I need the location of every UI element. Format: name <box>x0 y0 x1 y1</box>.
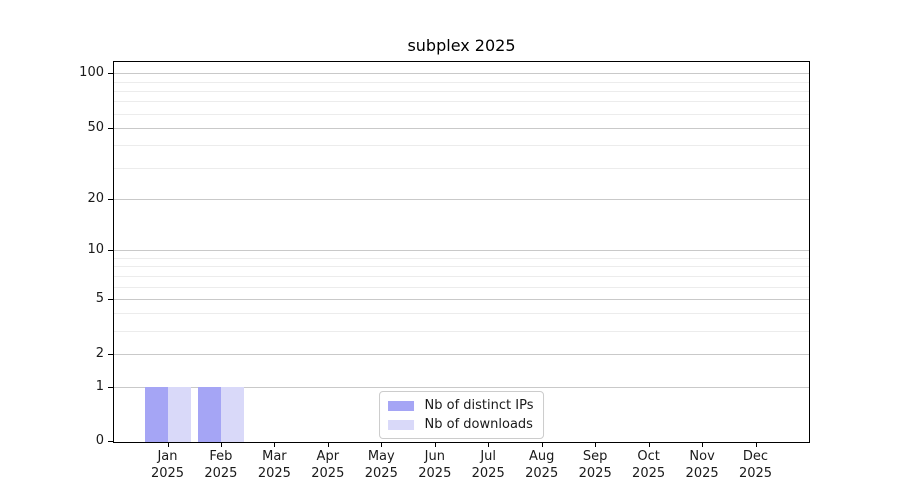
x-tick-label-jun: Jun 2025 <box>403 448 467 482</box>
x-tick-label-apr: Apr 2025 <box>296 448 360 482</box>
x-tick-label-month: Oct <box>637 449 660 464</box>
y-tick-label: 10 <box>87 242 104 258</box>
y-axis-tick <box>108 354 113 356</box>
gridline-major <box>114 127 809 129</box>
chart-title: subplex 2025 <box>407 36 516 55</box>
legend: Nb of distinct IPs Nb of downloads <box>378 391 545 439</box>
x-tick-label-month: May <box>367 449 395 464</box>
legend-swatch-nb-of-downloads <box>387 419 414 430</box>
x-tick-label-feb: Feb 2025 <box>189 448 253 482</box>
x-tick-label-year: 2025 <box>578 466 612 481</box>
gridline-major <box>114 298 809 300</box>
gridline-minor <box>114 90 809 92</box>
x-tick-label-year: 2025 <box>311 466 345 481</box>
y-axis-tick <box>108 298 113 300</box>
gridline-minor <box>114 331 809 333</box>
x-tick-label-year: 2025 <box>204 466 238 481</box>
x-tick-label-mar: Mar 2025 <box>242 448 306 482</box>
y-axis-tick <box>108 127 113 129</box>
y-tick-label: 50 <box>87 119 104 135</box>
gridline-minor <box>114 145 809 147</box>
bar-nb-of-distinct-ips-feb-2025 <box>197 386 221 442</box>
x-axis-tick <box>434 443 436 447</box>
legend-entry-nb-of-downloads: Nb of downloads <box>387 417 534 432</box>
y-tick-label: 20 <box>87 190 104 206</box>
x-tick-label-nov: Nov 2025 <box>670 448 734 482</box>
gridline-major <box>114 386 809 388</box>
x-tick-label-month: Apr <box>316 449 340 464</box>
x-tick-label-year: 2025 <box>257 466 291 481</box>
y-tick-label: 0 <box>95 433 104 448</box>
y-tick-label: 5 <box>95 290 104 306</box>
x-tick-label-sep: Sep 2025 <box>563 448 627 482</box>
x-tick-label-year: 2025 <box>525 466 559 481</box>
bar-nb-of-downloads-jan-2025 <box>167 386 191 442</box>
x-tick-label-dec: Dec 2025 <box>724 448 788 482</box>
y-tick-label: 100 <box>79 65 104 81</box>
x-tick-label-month: Aug <box>528 449 555 464</box>
x-tick-label-month: Nov <box>689 449 715 464</box>
x-tick-label-aug: Aug 2025 <box>510 448 574 482</box>
x-tick-label-jul: Jul 2025 <box>456 448 520 482</box>
legend-swatch-nb-of-distinct-ips <box>387 400 414 411</box>
x-axis-tick <box>274 443 276 447</box>
x-axis-tick <box>541 443 543 447</box>
gridline-minor <box>114 81 809 83</box>
legend-entry-nb-of-distinct-ips: Nb of distinct IPs <box>387 398 534 413</box>
y-tick-label: 1 <box>95 378 104 394</box>
x-axis-tick <box>488 443 490 447</box>
gridline-minor <box>114 275 809 277</box>
y-axis-tick <box>108 73 113 75</box>
x-tick-label-month: Jan <box>157 449 178 464</box>
legend-label-nb-of-downloads: Nb of downloads <box>424 417 533 432</box>
x-axis-tick <box>167 443 169 447</box>
gridline-major <box>114 250 809 252</box>
x-tick-label-year: 2025 <box>418 466 452 481</box>
x-tick-label-month: Feb <box>209 449 233 464</box>
gridline-major <box>114 354 809 356</box>
x-tick-label-year: 2025 <box>685 466 719 481</box>
x-axis-tick <box>648 443 650 447</box>
gridline-major <box>114 198 809 200</box>
x-tick-label-year: 2025 <box>632 466 666 481</box>
x-axis-tick <box>702 443 704 447</box>
x-tick-label-month: Dec <box>742 449 769 464</box>
x-tick-label-oct: Oct 2025 <box>617 448 681 482</box>
x-axis-tick <box>381 443 383 447</box>
bar-nb-of-distinct-ips-jan-2025 <box>144 386 168 442</box>
x-axis-tick <box>327 443 329 447</box>
x-axis-tick <box>595 443 597 447</box>
x-axis-tick <box>220 443 222 447</box>
x-tick-label-month: Jul <box>480 449 497 464</box>
x-tick-label-year: 2025 <box>150 466 185 481</box>
gridline-major <box>114 73 809 75</box>
plot-area: Nb of distinct IPs Nb of downloads <box>113 61 810 443</box>
x-tick-label-jan: Jan 2025 <box>136 448 200 482</box>
gridline-minor <box>114 113 809 115</box>
x-tick-label-year: 2025 <box>471 466 505 481</box>
gridline-minor <box>114 313 809 315</box>
x-tick-label-year: 2025 <box>364 466 398 481</box>
gridline-minor <box>114 258 809 259</box>
y-axis-tick <box>108 198 113 200</box>
x-tick-label-month: Sep <box>582 449 608 464</box>
x-tick-label-month: Mar <box>262 449 287 464</box>
bar-nb-of-downloads-feb-2025 <box>220 386 244 442</box>
x-tick-label-month: Jun <box>424 449 445 464</box>
y-axis-tick <box>108 250 113 252</box>
gridline-minor <box>114 266 809 268</box>
y-axis-tick <box>108 386 113 388</box>
x-tick-label-year: 2025 <box>738 466 773 481</box>
gridline-minor <box>114 167 809 169</box>
x-tick-label-may: May 2025 <box>349 448 413 482</box>
y-tick-label: 2 <box>95 346 104 362</box>
legend-label-nb-of-distinct-ips: Nb of distinct IPs <box>424 398 534 413</box>
gridline-minor <box>114 286 809 288</box>
y-axis-tick <box>108 441 113 442</box>
gridline-minor <box>114 101 809 103</box>
x-axis-tick <box>755 443 757 447</box>
